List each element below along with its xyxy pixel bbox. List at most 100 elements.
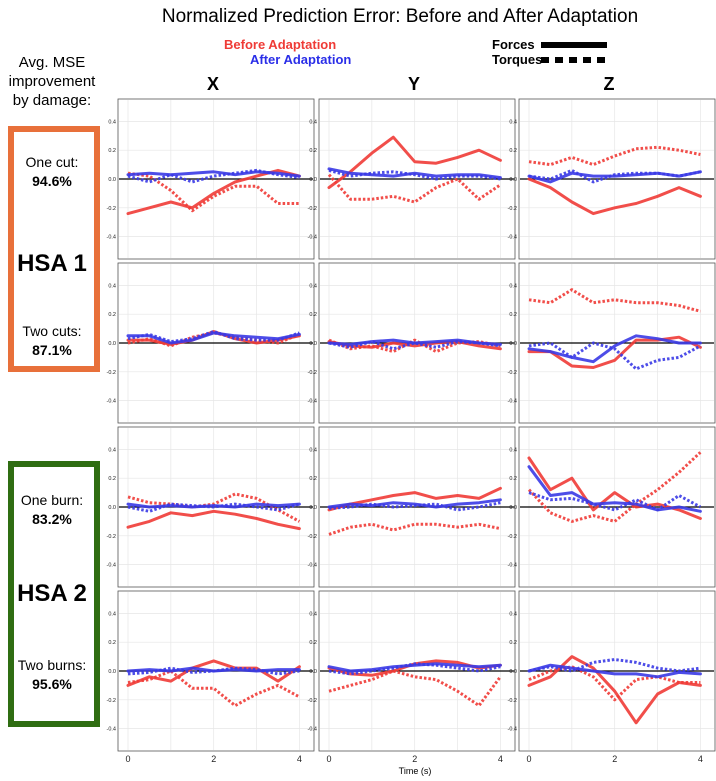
panel-two-cuts-x: -0.4 -0.2 0.0 0.2 0.4: [107, 262, 315, 424]
y-tick-label: 0.2: [509, 476, 517, 482]
y-tick-label: 0.4: [309, 611, 317, 617]
y-tick-label: 0.4: [509, 119, 517, 125]
series-after-torques: [528, 658, 701, 673]
y-tick-label: 0.4: [509, 611, 517, 617]
damage-two-burns: Two burns: 95.6%: [0, 656, 104, 694]
y-tick-label: -0.2: [308, 534, 317, 540]
x-tick-label: 2: [211, 754, 216, 764]
panel-two-burns-x: -0.4 -0.2 0.0 0.2 0.4 0 2 4: [107, 590, 315, 764]
series-before-forces: [327, 135, 502, 190]
series-after-torques: [127, 666, 300, 676]
y-tick-label: 0.0: [309, 669, 317, 675]
series-before-torques: [328, 522, 501, 536]
damage-value: 95.6%: [32, 676, 72, 692]
x-tick-label: 4: [498, 754, 503, 764]
x-tick-label: 0: [526, 754, 531, 764]
y-tick-label: 0.0: [509, 177, 517, 183]
panel-one-burn-z: -0.4 -0.2 0.0 0.2 0.4: [508, 426, 716, 588]
y-tick-label: 0.0: [108, 177, 116, 183]
series-before-torques: [328, 338, 501, 354]
series-after-torques: [328, 340, 501, 351]
series-before-torques: [528, 145, 701, 167]
y-tick-label: 0.0: [108, 505, 116, 511]
series-after-forces: [126, 331, 301, 345]
hsa-2-box: [8, 461, 100, 727]
y-tick-label: -0.2: [107, 534, 116, 540]
damage-label: Two burns:: [17, 657, 87, 673]
y-tick-label: -0.4: [508, 563, 517, 569]
y-tick-label: 0.2: [309, 148, 317, 154]
y-tick-label: 0.2: [108, 476, 116, 482]
y-tick-label: -0.4: [308, 563, 317, 569]
y-tick-label: -0.2: [107, 206, 116, 212]
x-tick-label: 0: [326, 754, 331, 764]
y-tick-label: 0.2: [108, 640, 116, 646]
series-after-forces: [527, 334, 702, 364]
side-header-line-2: improvement: [8, 73, 96, 90]
x-tick-label: 4: [698, 754, 703, 764]
y-tick-label: 0.4: [108, 119, 116, 125]
damage-label: One burn:: [20, 492, 84, 508]
y-tick-label: -0.2: [308, 698, 317, 704]
hsa-2-label: HSA 2: [17, 580, 87, 607]
y-tick-label: 0.2: [309, 312, 317, 318]
y-tick-label: 0.4: [509, 447, 517, 453]
panel-one-cut-z: -0.4 -0.2 0.0 0.2 0.4: [508, 98, 716, 260]
y-tick-label: -0.2: [508, 534, 517, 540]
series-after-torques: [528, 491, 702, 512]
y-tick-label: 0.4: [108, 283, 116, 289]
y-tick-label: 0.2: [108, 312, 116, 318]
y-tick-label: 0.2: [509, 148, 517, 154]
y-tick-label: -0.4: [308, 235, 317, 241]
y-tick-label: -0.4: [107, 235, 116, 241]
column-header-x: X: [206, 74, 219, 94]
x-tick-label: 2: [612, 754, 617, 764]
column-header-y: Y: [407, 74, 420, 94]
legend-before-adaptation: Before Adaptation: [224, 37, 337, 52]
damage-value: 83.2%: [32, 511, 72, 527]
series-after-forces: [527, 663, 702, 679]
x-tick-label: 4: [297, 754, 302, 764]
series-after-forces: [527, 465, 702, 513]
series-after-torques: [328, 662, 501, 676]
side-header-line-3: by damage:: [12, 92, 92, 109]
legend-solid-line-swatch: [541, 42, 607, 48]
legend-torques: Torques: [492, 52, 543, 67]
y-tick-label: -0.2: [508, 698, 517, 704]
x-tick-label: 0: [125, 754, 130, 764]
y-tick-label: 0.4: [509, 283, 517, 289]
panel-two-burns-y: -0.4 -0.2 0.0 0.2 0.4 0 2 4: [308, 590, 516, 764]
y-tick-label: -0.4: [107, 727, 116, 733]
y-tick-label: -0.4: [508, 399, 517, 405]
panel-one-burn-x: -0.4 -0.2 0.0 0.2 0.4: [107, 426, 315, 588]
y-tick-label: -0.2: [308, 370, 317, 376]
hsa-1-box: [8, 126, 100, 372]
series-after-torques: [127, 330, 300, 344]
panel-two-cuts-y: -0.4 -0.2 0.0 0.2 0.4: [308, 262, 516, 424]
panel-two-cuts-z: -0.4 -0.2 0.0 0.2 0.4: [508, 262, 716, 424]
y-tick-label: -0.2: [308, 206, 317, 212]
damage-value: 87.1%: [32, 342, 72, 358]
series-before-torques: [127, 331, 300, 348]
panel-one-cut-x: -0.4 -0.2 0.0 0.2 0.4: [107, 98, 315, 260]
y-tick-label: 0.2: [108, 148, 116, 154]
y-tick-label: -0.4: [107, 563, 116, 569]
series-before-forces: [527, 655, 702, 725]
y-tick-label: 0.4: [108, 611, 116, 617]
series-after-torques: [328, 168, 501, 181]
series-before-torques: [528, 665, 701, 702]
figure-title: Normalized Prediction Error: Before and …: [161, 6, 639, 27]
y-tick-label: -0.4: [107, 399, 116, 405]
panel-two-burns-z: -0.4 -0.2 0.0 0.2 0.4 0 2 4: [508, 590, 716, 764]
y-tick-label: -0.2: [508, 370, 517, 376]
x-axis-label: Time (s): [398, 766, 432, 776]
y-tick-label: -0.4: [308, 727, 317, 733]
y-tick-label: 0.0: [509, 669, 517, 675]
hsa-1-label: HSA 1: [17, 250, 87, 277]
y-tick-label: -0.4: [508, 235, 517, 241]
x-tick-label: 2: [412, 754, 417, 764]
y-tick-label: -0.2: [508, 206, 517, 212]
y-tick-label: -0.2: [107, 370, 116, 376]
legend-after-adaptation: After Adaptation: [250, 52, 352, 67]
